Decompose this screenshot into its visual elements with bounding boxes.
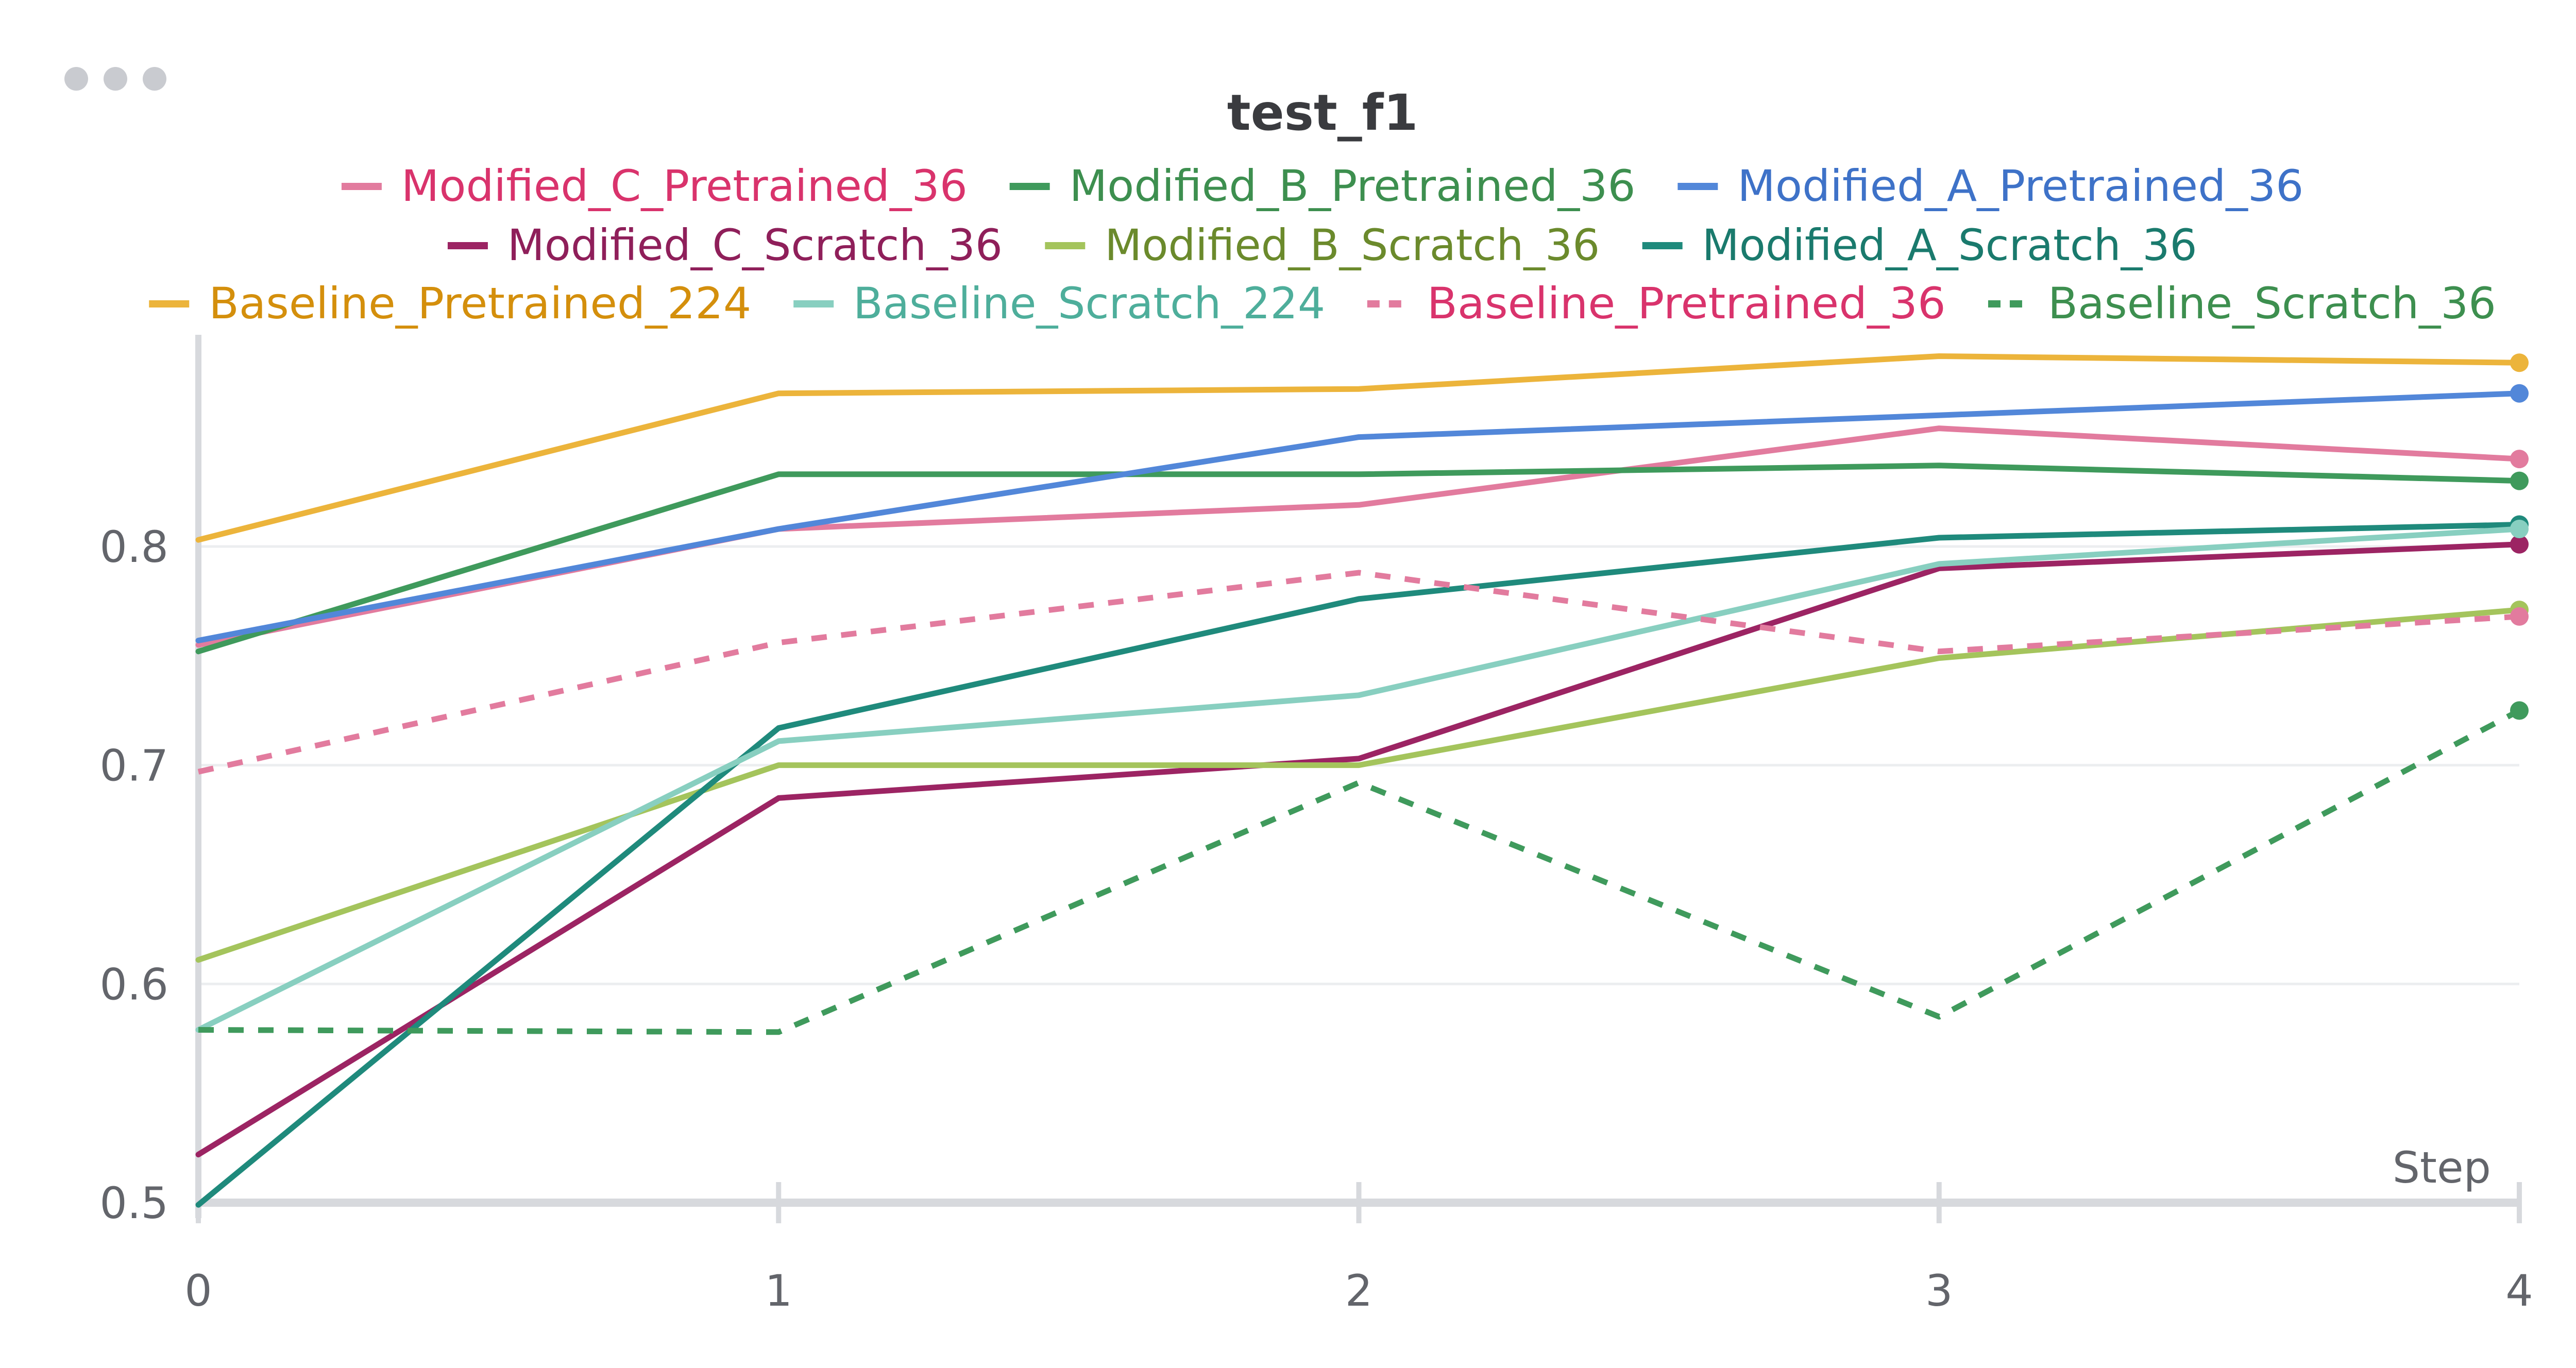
legend-label: Baseline_Pretrained_224 [209,278,751,329]
series-end-marker [2510,701,2529,720]
legend-item: Baseline_Scratch_224 [793,278,1325,329]
legend-item: Baseline_Pretrained_36 [1367,278,1946,329]
menu-dot [104,67,127,91]
legend-label: Modified_A_Scratch_36 [1702,220,2197,270]
legend-item: Modified_A_Pretrained_36 [1677,161,2303,211]
x-tick-label: 3 [1925,1266,1953,1316]
plot-area [195,353,2529,1208]
axes: 0.5 0.6 0.7 0.8 0 1 2 3 4 [99,335,2533,1316]
y-tick-label: 0.5 [99,1178,168,1228]
series-end-marker [2510,471,2529,490]
series-line [195,390,2522,644]
y-tick-label: 0.7 [99,741,168,791]
legend-label: Modified_A_Pretrained_36 [1737,161,2303,211]
chart-title: test_f1 [1227,84,1418,142]
series-line [195,607,2522,963]
x-tick-label: 4 [2505,1266,2533,1316]
menu-dot [143,67,166,91]
x-tick-label: 2 [1345,1266,1372,1316]
x-tick-label: 0 [184,1266,212,1316]
x-axis-label: Step [2393,1142,2491,1193]
legend-item: Modified_C_Scratch_36 [447,220,1003,270]
legend-item: Modified_B_Scratch_36 [1045,220,1600,270]
series-line [195,526,2522,1033]
series-line [195,541,2522,1158]
legend-label: Baseline_Scratch_224 [853,278,1325,329]
series-line [195,353,2522,543]
legend-label: Modified_B_Scratch_36 [1105,220,1600,270]
legend-item: Baseline_Scratch_36 [1988,278,2496,329]
legend-item: Modified_B_Pretrained_36 [1009,161,1636,211]
more-horizontal-icon[interactable] [64,67,166,91]
menu-dot [64,67,88,91]
series-end-marker [2510,607,2529,626]
legend-item: Modified_C_Pretrained_36 [341,161,968,211]
series-line [195,522,2522,1208]
x-tick-label: 1 [765,1266,792,1316]
legend-label: Modified_B_Pretrained_36 [1070,161,1636,211]
legend: Modified_C_Pretrained_36 Modified_B_Pretr… [149,161,2496,329]
series-end-marker [2510,384,2529,403]
legend-label: Modified_C_Scratch_36 [507,220,1003,270]
legend-label: Baseline_Scratch_36 [2048,278,2496,329]
y-tick-label: 0.6 [99,959,168,1010]
series-line [195,425,2522,648]
series-end-marker [2510,450,2529,469]
series-end-marker [2510,520,2529,538]
series-line [195,463,2522,655]
legend-item: Baseline_Pretrained_224 [149,278,751,329]
legend-label: Baseline_Pretrained_36 [1427,278,1946,329]
series-line [197,570,2520,775]
series-end-marker [2510,353,2529,372]
y-tick-label: 0.8 [99,522,168,572]
legend-label: Modified_C_Pretrained_36 [401,161,968,211]
series-end-marker [2510,535,2529,554]
legend-item: Modified_A_Scratch_36 [1642,220,2197,270]
